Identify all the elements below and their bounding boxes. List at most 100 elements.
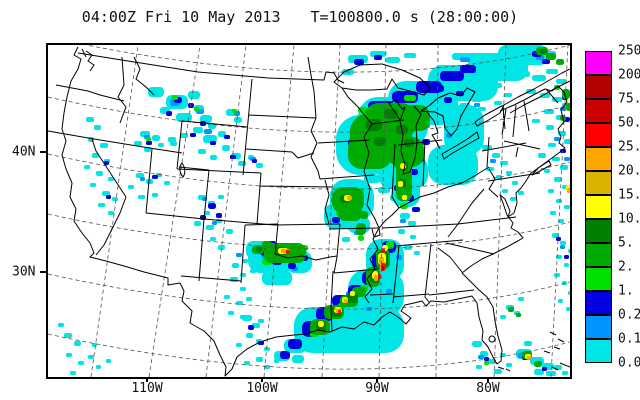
precip-cell: [506, 363, 512, 367]
precip-cell: [444, 105, 484, 155]
precip-cell: [236, 253, 242, 257]
precip-cell: [240, 273, 246, 277]
precip-cell: [527, 356, 531, 360]
precip-cell: [500, 161, 508, 165]
precip-cell: [386, 57, 400, 63]
precip-cell: [468, 63, 504, 71]
meridian-90w: [378, 45, 387, 377]
precip-cell: [518, 297, 524, 301]
precip-cell: [338, 310, 341, 313]
precip-cell: [136, 173, 144, 178]
precip-cell: [346, 293, 358, 303]
state-borders-northeast: [481, 88, 559, 198]
precip-cell: [336, 339, 342, 343]
lake-michigan: [388, 99, 422, 175]
precip-cell: [246, 333, 253, 338]
precip-cell: [242, 259, 248, 263]
colorbar-label-10: 10.: [618, 211, 640, 227]
lon-label-80w: 80W: [476, 381, 500, 396]
colorbar-segment-6: [585, 195, 612, 219]
meridian-100w: [263, 45, 295, 377]
precip-cell: [490, 159, 496, 163]
precip-cell: [86, 117, 94, 122]
colorbar-segment-4: [585, 147, 612, 171]
colorbar-label-001: 0.01: [618, 355, 640, 371]
precip-cell: [506, 47, 532, 53]
precip-cell: [358, 235, 364, 241]
precip-cell: [226, 229, 233, 234]
long-island: [531, 160, 552, 176]
great-salt-lake: [179, 162, 186, 178]
precip-cell: [510, 197, 516, 201]
precip-cell: [208, 203, 216, 209]
precip-cell: [102, 191, 110, 196]
precip-cell: [560, 149, 566, 153]
precip-cell: [400, 213, 410, 219]
precip-cell: [188, 91, 200, 99]
precip-cell: [404, 245, 412, 250]
parallel-35n: [48, 213, 570, 250]
precip-cell: [288, 339, 302, 349]
precip-cell: [496, 175, 502, 179]
precip-cell: [554, 365, 562, 370]
colorbar-segment-9: [585, 267, 612, 291]
precip-cell: [552, 233, 559, 238]
precip-cell: [374, 137, 386, 146]
precip-cell: [212, 221, 217, 225]
precip-cell: [224, 135, 230, 139]
precip-cell: [344, 299, 348, 303]
precip-cell: [512, 181, 518, 185]
precip-cell: [90, 183, 96, 187]
precip-cell: [554, 177, 562, 182]
precipitation-field: [58, 45, 570, 376]
precip-cell: [412, 207, 420, 212]
lake-erie: [441, 131, 480, 160]
precip-cell: [198, 149, 206, 154]
lake-huron: [420, 87, 476, 137]
parallel-45n: [48, 96, 570, 133]
precip-cell: [166, 111, 172, 116]
precip-cell: [500, 315, 506, 319]
colorbar-label-75: 75.: [618, 91, 640, 107]
precip-cell: [562, 281, 567, 285]
colorbar-segment-0: [585, 51, 612, 75]
precip-cell: [548, 189, 554, 193]
parallel-25n: [48, 333, 570, 370]
st-lawrence-river: [503, 68, 570, 114]
precip-cell: [460, 57, 470, 62]
lat-label-30n: 30N: [12, 264, 36, 280]
precip-cell: [564, 255, 569, 259]
basemap-borders: [48, 46, 570, 377]
precip-cell: [148, 87, 164, 97]
lat-tick-30n: [40, 271, 46, 273]
parallel-40n: [48, 153, 570, 190]
precip-cell: [106, 195, 111, 199]
precip-cell: [104, 161, 109, 165]
lake-superior: [333, 63, 431, 96]
precip-cell: [360, 211, 368, 219]
precip-cell: [348, 269, 404, 317]
precip-cell: [66, 353, 72, 357]
precip-cell: [568, 291, 570, 295]
precip-cell: [204, 129, 212, 134]
colorbar-segment-1: [585, 75, 612, 99]
precip-cell: [347, 196, 352, 200]
precip-cell: [390, 333, 396, 337]
precip-cell: [370, 331, 376, 335]
precip-cell: [378, 187, 390, 193]
precip-cell: [492, 153, 500, 158]
precip-cell: [550, 211, 556, 215]
precip-cell: [444, 97, 452, 103]
precip-cell: [532, 119, 540, 123]
precip-cell: [338, 203, 362, 221]
lat-label-40n: 40N: [12, 144, 36, 160]
colorbar-segment-3: [585, 123, 612, 147]
precip-cell: [478, 107, 486, 111]
precip-cell: [504, 93, 512, 97]
conus-precipitation-map: [48, 45, 570, 377]
lon-label-100w: 100W: [246, 381, 278, 396]
precip-cell: [562, 371, 568, 375]
precip-cell: [58, 323, 64, 327]
precip-cell: [548, 143, 556, 147]
